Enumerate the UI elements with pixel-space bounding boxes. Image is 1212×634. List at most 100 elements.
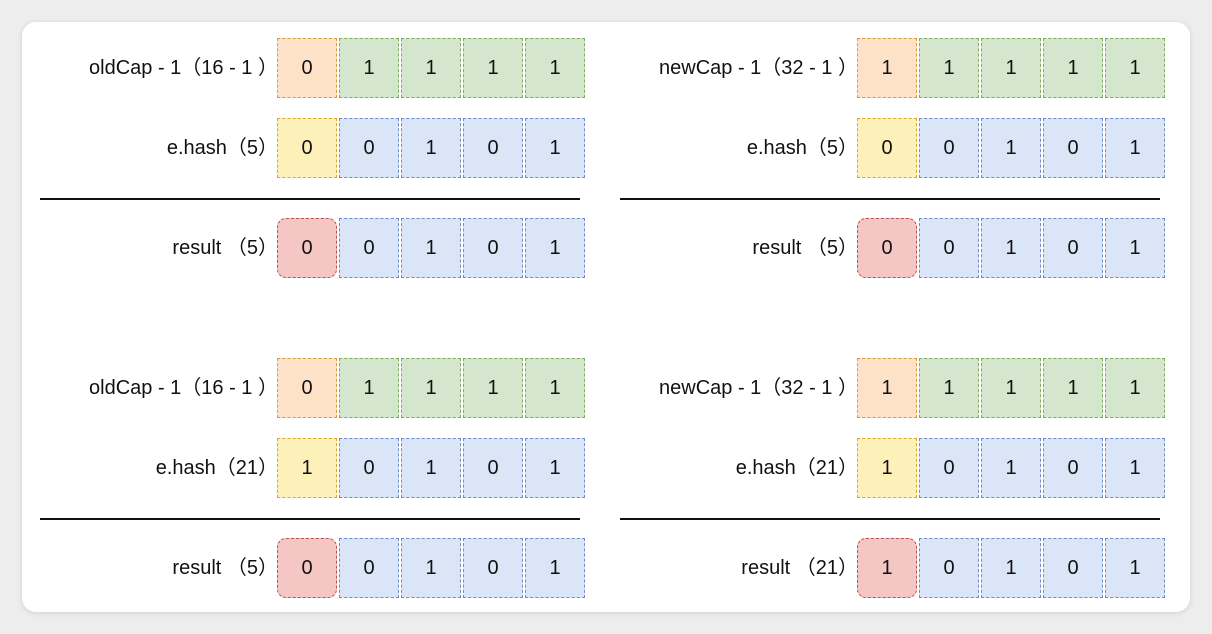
bit-cell: 1 (1105, 118, 1165, 178)
result-row: result （21） 1 0 1 0 1 (620, 538, 1180, 598)
bit-group: 0 0 1 0 1 (277, 538, 587, 598)
bit-cell: 1 (525, 38, 585, 98)
bit-cell: 1 (919, 38, 979, 98)
bit-group: 1 0 1 0 1 (857, 538, 1167, 598)
panel-bottom-right: newCap - 1（32 - 1 ） 1 1 1 1 1 e.hash（21）… (620, 358, 1180, 618)
bit-cell: 0 (1043, 218, 1103, 278)
bit-group: 1 0 1 0 1 (857, 438, 1167, 498)
bit-cell: 1 (981, 38, 1041, 98)
bit-cell: 1 (1043, 358, 1103, 418)
bit-group: 0 1 1 1 1 (277, 358, 587, 418)
mask-row: newCap - 1（32 - 1 ） 1 1 1 1 1 (620, 358, 1180, 418)
bit-cell: 0 (919, 118, 979, 178)
bit-cell: 1 (857, 538, 917, 598)
bit-cell: 0 (463, 538, 523, 598)
bit-cell: 0 (463, 218, 523, 278)
bit-cell: 1 (525, 218, 585, 278)
mask-row: oldCap - 1（16 - 1 ） 0 1 1 1 1 (40, 38, 600, 98)
bit-cell: 1 (981, 438, 1041, 498)
bit-cell: 1 (339, 358, 399, 418)
row-label: newCap - 1（32 - 1 ） (659, 358, 858, 418)
row-label: e.hash（5） (747, 118, 858, 178)
bit-group: 1 0 1 0 1 (277, 438, 587, 498)
bit-cell: 1 (981, 358, 1041, 418)
bit-cell: 0 (277, 118, 337, 178)
bit-cell: 1 (1105, 438, 1165, 498)
bit-cell: 1 (1105, 358, 1165, 418)
bit-cell: 0 (277, 38, 337, 98)
bit-cell: 0 (919, 438, 979, 498)
bit-cell: 0 (277, 218, 337, 278)
bit-cell: 0 (339, 438, 399, 498)
bit-cell: 1 (401, 118, 461, 178)
bit-cell: 1 (525, 118, 585, 178)
divider-line (40, 518, 580, 520)
bit-cell: 0 (463, 438, 523, 498)
row-label: e.hash（21） (736, 438, 858, 498)
bit-cell: 0 (339, 538, 399, 598)
bit-cell: 0 (463, 118, 523, 178)
bit-cell: 1 (339, 38, 399, 98)
result-row: result （5） 0 0 1 0 1 (620, 218, 1180, 278)
bit-cell: 1 (1105, 38, 1165, 98)
row-label: oldCap - 1（16 - 1 ） (89, 358, 278, 418)
bit-cell: 1 (981, 118, 1041, 178)
row-label: result （5） (172, 218, 278, 278)
hash-row: e.hash（5） 0 0 1 0 1 (40, 118, 600, 178)
bit-cell: 0 (1043, 438, 1103, 498)
bit-group: 1 1 1 1 1 (857, 38, 1167, 98)
panel-bottom-left: oldCap - 1（16 - 1 ） 0 1 1 1 1 e.hash（21）… (40, 358, 600, 618)
row-label: result （21） (741, 538, 858, 598)
result-row: result （5） 0 0 1 0 1 (40, 218, 600, 278)
bit-cell: 1 (1105, 218, 1165, 278)
bit-cell: 1 (463, 38, 523, 98)
bit-group: 0 1 1 1 1 (277, 38, 587, 98)
bit-cell: 1 (525, 358, 585, 418)
divider-line (620, 198, 1160, 200)
bit-cell: 1 (981, 538, 1041, 598)
bit-cell: 1 (277, 438, 337, 498)
row-label: result （5） (172, 538, 278, 598)
bit-group: 0 0 1 0 1 (857, 218, 1167, 278)
mask-row: newCap - 1（32 - 1 ） 1 1 1 1 1 (620, 38, 1180, 98)
divider-line (620, 518, 1160, 520)
panel-top-right: newCap - 1（32 - 1 ） 1 1 1 1 1 e.hash（5） … (620, 38, 1180, 298)
bit-group: 0 0 1 0 1 (277, 118, 587, 178)
bit-cell: 1 (1105, 538, 1165, 598)
bit-cell: 0 (1043, 118, 1103, 178)
bit-group: 1 1 1 1 1 (857, 358, 1167, 418)
bit-cell: 0 (857, 218, 917, 278)
bit-cell: 0 (277, 358, 337, 418)
bit-cell: 1 (525, 538, 585, 598)
row-label: oldCap - 1（16 - 1 ） (89, 38, 278, 98)
hash-row: e.hash（21） 1 0 1 0 1 (40, 438, 600, 498)
hash-row: e.hash（21） 1 0 1 0 1 (620, 438, 1180, 498)
bit-cell: 1 (919, 358, 979, 418)
mask-row: oldCap - 1（16 - 1 ） 0 1 1 1 1 (40, 358, 600, 418)
bit-cell: 1 (981, 218, 1041, 278)
row-label: result （5） (752, 218, 858, 278)
row-label: newCap - 1（32 - 1 ） (659, 38, 858, 98)
bit-cell: 1 (401, 358, 461, 418)
row-label: e.hash（21） (156, 438, 278, 498)
bit-cell: 0 (1043, 538, 1103, 598)
hash-row: e.hash（5） 0 0 1 0 1 (620, 118, 1180, 178)
bit-cell: 0 (919, 218, 979, 278)
bit-cell: 1 (401, 438, 461, 498)
bit-cell: 1 (401, 218, 461, 278)
bit-cell: 1 (857, 358, 917, 418)
bit-cell: 1 (463, 358, 523, 418)
bit-cell: 1 (1043, 38, 1103, 98)
bit-cell: 1 (857, 38, 917, 98)
bit-cell: 0 (339, 218, 399, 278)
bit-cell: 1 (401, 538, 461, 598)
bit-cell: 0 (919, 538, 979, 598)
bit-cell: 1 (525, 438, 585, 498)
bit-cell: 0 (339, 118, 399, 178)
bit-group: 0 0 1 0 1 (277, 218, 587, 278)
row-label: e.hash（5） (167, 118, 278, 178)
bit-cell: 1 (857, 438, 917, 498)
bit-cell: 0 (277, 538, 337, 598)
bit-cell: 0 (857, 118, 917, 178)
divider-line (40, 198, 580, 200)
